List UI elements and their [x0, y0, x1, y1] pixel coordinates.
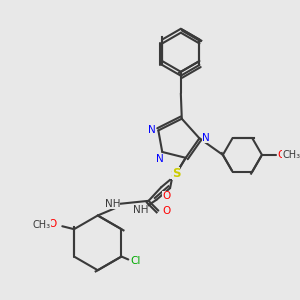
Text: N: N	[156, 154, 164, 164]
Text: Cl: Cl	[130, 256, 140, 266]
Text: O: O	[162, 191, 170, 201]
Text: S: S	[170, 169, 178, 179]
Text: NH: NH	[133, 205, 148, 214]
Text: N: N	[202, 133, 210, 143]
Text: S: S	[172, 167, 180, 180]
Text: O: O	[48, 219, 57, 229]
Text: N: N	[148, 125, 155, 136]
Text: NH: NH	[105, 199, 120, 209]
Text: O: O	[278, 150, 286, 160]
Text: CH₃: CH₃	[282, 150, 300, 160]
Text: O: O	[162, 206, 170, 216]
Text: CH₃: CH₃	[33, 220, 51, 230]
